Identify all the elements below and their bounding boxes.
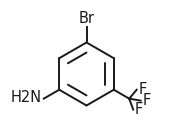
Text: F: F: [135, 102, 143, 117]
Text: H2N: H2N: [11, 90, 42, 105]
Text: F: F: [142, 93, 151, 108]
Text: Br: Br: [79, 11, 94, 26]
Text: F: F: [138, 82, 147, 97]
